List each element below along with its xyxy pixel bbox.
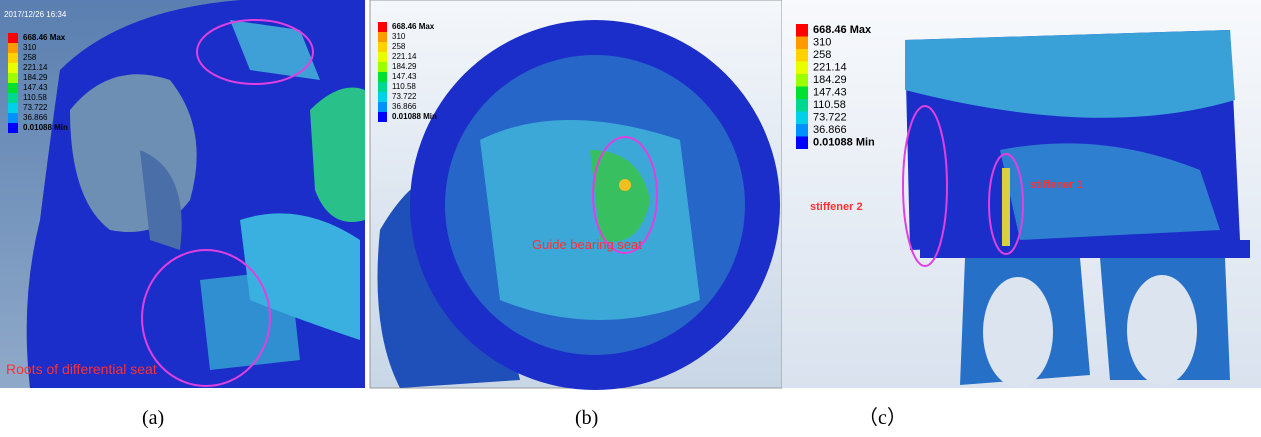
legend-label: 0.01088 Min [392, 112, 437, 121]
legend-swatch [8, 93, 18, 103]
legend-label: 310 [392, 32, 406, 41]
legend-swatch [378, 72, 387, 82]
legend-label: 184.29 [23, 73, 48, 82]
legend-swatch [378, 112, 387, 122]
legend-swatch [378, 52, 387, 62]
legend-swatch [8, 63, 18, 73]
legend-swatch [796, 74, 808, 87]
part [27, 0, 365, 388]
legend-swatch [378, 42, 387, 52]
hole [1127, 275, 1197, 385]
legend-label: 668.46 Max [23, 33, 66, 42]
legend-swatch [378, 82, 387, 92]
legend-label: 73.722 [813, 112, 847, 124]
caption: (b) [575, 407, 598, 429]
legend-label: 221.14 [392, 52, 417, 61]
legend-swatch [796, 24, 808, 37]
legend-label: 310 [813, 37, 831, 49]
legend-label: 73.722 [23, 103, 48, 112]
legend-label: 258 [392, 42, 406, 51]
legend-swatch [8, 33, 18, 43]
legend-label: 258 [813, 49, 831, 61]
legend-swatch [796, 137, 808, 150]
legend-label: 258 [23, 53, 37, 62]
legend-label: 221.14 [23, 63, 48, 72]
legend-label: 0.01088 Min [813, 137, 875, 149]
hole [983, 277, 1053, 387]
legend-swatch [796, 99, 808, 112]
legend-swatch [8, 103, 18, 113]
legend-swatch [796, 124, 808, 137]
legend-swatch [796, 49, 808, 62]
panel-a: 2017/12/26 16:34 668.46 Max310258221.141… [0, 0, 365, 388]
legend-swatch [796, 87, 808, 100]
legend-swatch [378, 102, 387, 112]
legend-label: 110.58 [813, 99, 846, 111]
base-flange [920, 240, 1250, 258]
annotation: stiffener 1 [1030, 179, 1083, 191]
legend-swatch [8, 43, 18, 53]
legend-swatch [378, 62, 387, 72]
legend-label: 668.46 Max [813, 24, 872, 36]
legend-swatch [796, 62, 808, 75]
timestamp: 2017/12/26 16:34 [4, 10, 67, 19]
legend-swatch [378, 22, 387, 32]
legend-label: 147.43 [813, 87, 847, 99]
annotation: stiffener 2 [810, 201, 863, 213]
legend-swatch [378, 92, 387, 102]
legend-label: 221.14 [813, 62, 847, 74]
legend-swatch [8, 73, 18, 83]
legend-swatch [8, 123, 18, 133]
caption: （c） [858, 406, 907, 429]
legend-label: 0.01088 Min [23, 123, 68, 132]
legend-label: 310 [23, 43, 37, 52]
legend-swatch [8, 53, 18, 63]
caption: (a) [142, 407, 164, 429]
legend-swatch [378, 32, 387, 42]
panel-c: 668.46 Max310258221.14184.29147.43110.58… [782, 0, 1261, 388]
legend-label: 36.866 [392, 102, 417, 111]
legend-label: 147.43 [23, 83, 48, 92]
legend-swatch [8, 83, 18, 93]
legend-label: 184.29 [813, 74, 847, 86]
legend-label: 110.58 [392, 82, 416, 91]
legend-label: 668.46 Max [392, 22, 435, 31]
legend-label: 147.43 [392, 72, 417, 81]
legend-label: 73.722 [392, 92, 417, 101]
stiffener [1002, 168, 1010, 246]
legend-swatch [796, 112, 808, 125]
annotation: Guide bearing seat [532, 237, 642, 252]
legend-label: 36.866 [813, 124, 847, 136]
legend-swatch [796, 37, 808, 50]
legend-label: 36.866 [23, 113, 48, 122]
panel-b: 668.46 Max310258221.14184.29147.43110.58… [370, 0, 782, 390]
legend-label: 110.58 [23, 93, 47, 102]
legend-label: 184.29 [392, 62, 417, 71]
figure: 2017/12/26 16:34 668.46 Max310258221.141… [0, 0, 1261, 437]
annotation: Roots of differential seat [6, 361, 157, 377]
hot-spot [619, 179, 631, 191]
legend-swatch [8, 113, 18, 123]
